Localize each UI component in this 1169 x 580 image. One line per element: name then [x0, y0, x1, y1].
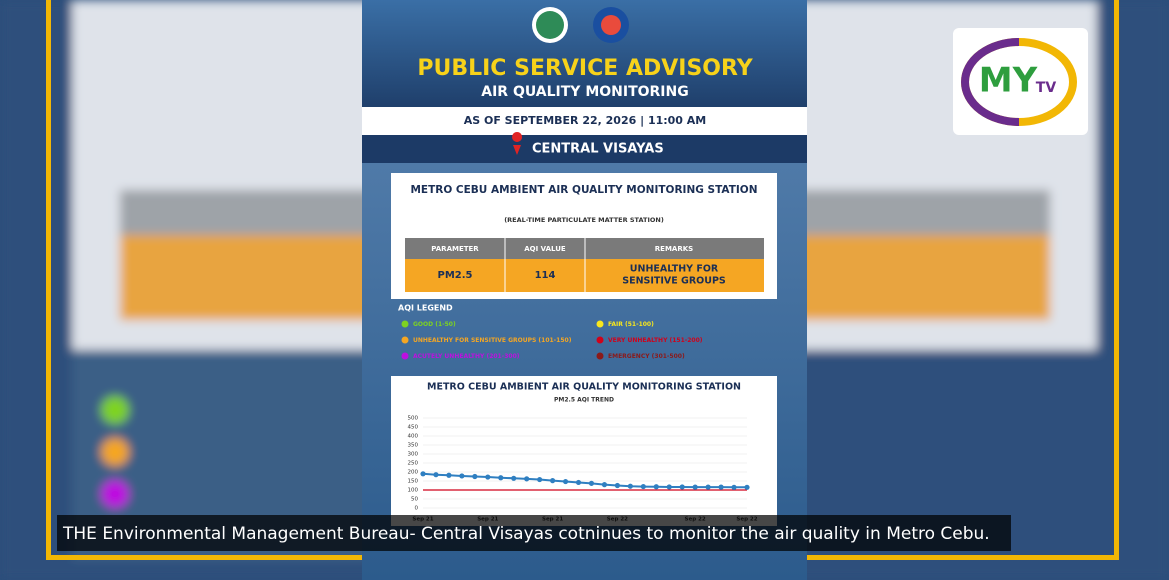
chart-card	[391, 376, 777, 526]
table-header-cell: PARAMETER	[431, 245, 479, 253]
y-tick-label: 250	[408, 461, 419, 467]
frame-border	[1114, 0, 1119, 560]
date-band	[362, 107, 807, 135]
table-header-cell: REMARKS	[655, 245, 693, 253]
legend-swatch	[596, 320, 604, 328]
caption-bar	[57, 515, 1011, 551]
logo-ring	[961, 38, 1020, 126]
y-tick-label: 500	[408, 416, 419, 422]
poster-header	[362, 0, 807, 107]
station-title: METRO CEBU AMBIENT AIR QUALITY MONITORIN…	[410, 184, 757, 196]
data-point	[433, 472, 439, 478]
legend-swatch	[401, 336, 409, 344]
data-point	[744, 484, 750, 490]
chart-subtitle: PM2.5 AQI TREND	[554, 397, 614, 404]
pin-icon	[512, 132, 523, 155]
data-point	[446, 472, 452, 478]
y-tick-label: 300	[408, 452, 419, 458]
legend-swatch	[596, 336, 604, 344]
as-of: AS OF SEPTEMBER 22, 2026 | 11:00 AM	[464, 114, 707, 127]
region: CENTRAL VISAYAS	[532, 142, 664, 157]
data-point	[640, 483, 646, 490]
y-tick-label: 450	[408, 425, 419, 431]
data-point	[614, 482, 621, 489]
data-point	[537, 476, 543, 483]
caption: THE Environmental Management Bureau- Cen…	[62, 524, 990, 544]
legend-title: AQI LEGEND	[398, 304, 453, 313]
data-point	[420, 471, 426, 477]
emblem	[601, 15, 621, 35]
data-point	[666, 484, 672, 490]
y-tick-label: 0	[415, 506, 419, 512]
region-band	[362, 135, 807, 163]
legend: GOOD (1-50) FAIR (51-100) UNHEALTHY FOR SE…	[401, 320, 703, 360]
emblem	[536, 11, 564, 39]
table-header-cell: AQI VALUE	[524, 245, 566, 253]
data-point	[472, 473, 478, 480]
legend-label: ACUTELY UNHEALTHY (201-300)	[413, 353, 520, 360]
data-point	[524, 476, 530, 482]
poster-subtitle: AIR QUALITY MONITORING	[481, 84, 688, 100]
table-cell: SENSITIVE GROUPS	[622, 276, 726, 287]
legend-label: GOOD (1-50)	[413, 321, 456, 328]
data-point	[459, 473, 465, 479]
data-point	[498, 475, 504, 481]
data-point	[550, 478, 556, 484]
data-point	[562, 478, 569, 485]
legend-label: EMERGENCY (301-500)	[608, 353, 685, 360]
legend-swatch	[596, 352, 604, 360]
chart-title: METRO CEBU AMBIENT AIR QUALITY MONITORIN…	[427, 382, 741, 393]
y-tick-label: 200	[408, 470, 419, 476]
y-tick-label: 400	[408, 434, 419, 440]
table-cell: 114	[535, 270, 556, 281]
y-tick-label: 150	[408, 479, 419, 485]
data-point	[731, 484, 737, 490]
data-point	[627, 483, 633, 489]
frame-border	[46, 0, 51, 560]
data-point	[692, 484, 698, 490]
data-point	[588, 480, 595, 486]
station-subtitle: (REAL-TIME PARTICULATE MATTER STATION)	[504, 216, 664, 224]
legend-label: VERY UNHEALTHY (151-200)	[608, 337, 703, 344]
poster-title: PUBLIC SERVICE ADVISORY	[417, 56, 753, 81]
data-point	[718, 484, 724, 490]
y-tick-label: 50	[411, 497, 418, 503]
data-point	[511, 475, 517, 481]
data-point	[705, 484, 711, 490]
data-point	[601, 482, 608, 488]
legend-label: FAIR (51-100)	[608, 321, 654, 328]
table-cell: PM2.5	[438, 270, 473, 281]
legend-swatch	[401, 320, 409, 328]
data-point	[679, 484, 685, 490]
logo-suffix: TV	[1036, 80, 1057, 96]
table-cell: UNHEALTHY FOR	[630, 264, 719, 275]
y-tick-label: 100	[408, 488, 419, 494]
logo-text: MY	[979, 61, 1038, 101]
legend-label: UNHEALTHY FOR SENSITIVE GROUPS (101-150)	[413, 337, 572, 344]
y-tick-label: 350	[408, 443, 419, 449]
data-point	[485, 474, 491, 480]
legend-swatch	[401, 352, 409, 360]
data-point	[575, 479, 582, 486]
data-point	[653, 484, 659, 490]
